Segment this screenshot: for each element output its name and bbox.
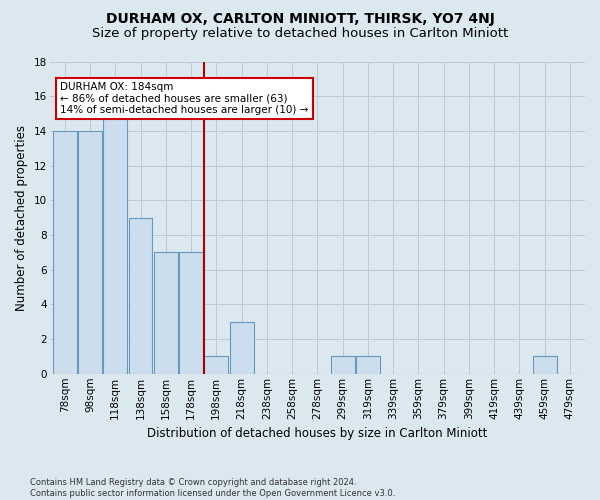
Bar xyxy=(331,356,355,374)
Bar xyxy=(53,131,77,374)
Bar xyxy=(356,356,380,374)
Text: Size of property relative to detached houses in Carlton Miniott: Size of property relative to detached ho… xyxy=(92,28,508,40)
Text: DURHAM OX: 184sqm
← 86% of detached houses are smaller (63)
14% of semi-detached: DURHAM OX: 184sqm ← 86% of detached hous… xyxy=(60,82,308,115)
Bar xyxy=(154,252,178,374)
Y-axis label: Number of detached properties: Number of detached properties xyxy=(15,124,28,310)
Bar xyxy=(103,114,127,374)
Text: DURHAM OX, CARLTON MINIOTT, THIRSK, YO7 4NJ: DURHAM OX, CARLTON MINIOTT, THIRSK, YO7 … xyxy=(106,12,494,26)
Bar xyxy=(230,322,254,374)
Bar xyxy=(204,356,228,374)
Text: Contains HM Land Registry data © Crown copyright and database right 2024.
Contai: Contains HM Land Registry data © Crown c… xyxy=(30,478,395,498)
Bar xyxy=(533,356,557,374)
Bar xyxy=(78,131,102,374)
Bar xyxy=(179,252,203,374)
Bar xyxy=(128,218,152,374)
X-axis label: Distribution of detached houses by size in Carlton Miniott: Distribution of detached houses by size … xyxy=(147,427,487,440)
